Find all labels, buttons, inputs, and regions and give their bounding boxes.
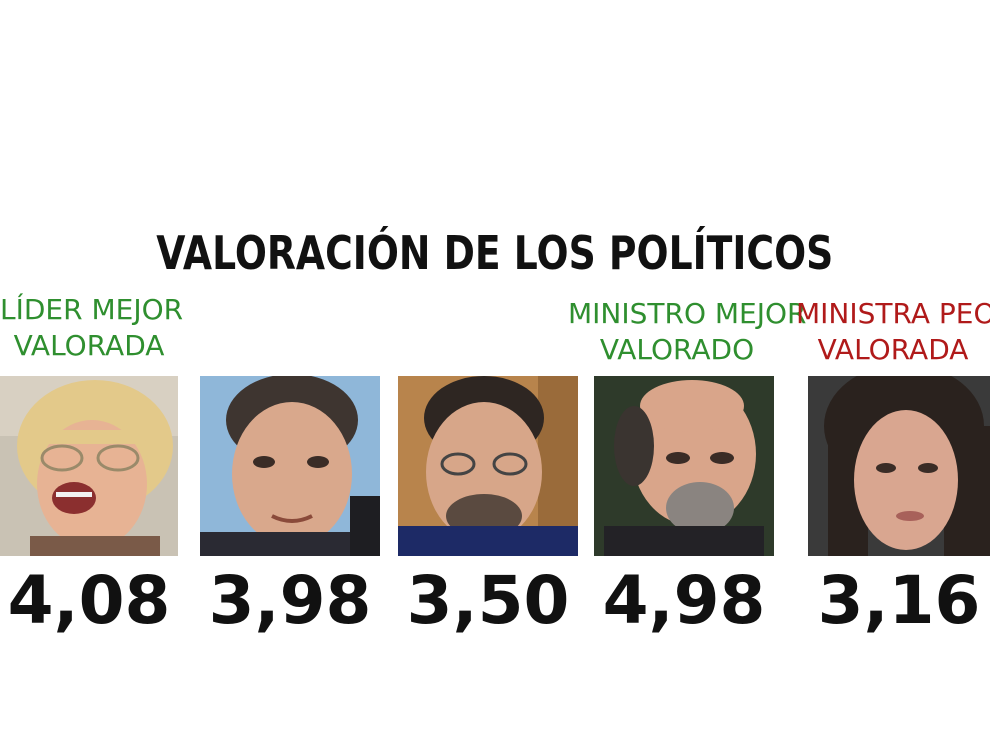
score-politician-2: 3,98 — [208, 562, 372, 639]
portrait-photo-2 — [200, 376, 380, 556]
portrait-photo-5 — [808, 376, 990, 556]
score-politician-1: 4,08 — [7, 562, 171, 639]
caption-line-1: MINISTRA PEOR — [796, 297, 990, 330]
score-politician-4: 4,98 — [602, 562, 766, 639]
portrait-photo-3 — [398, 376, 578, 556]
caption-politician-4: MINISTRO MEJOR VALORADO — [568, 296, 807, 368]
caption-politician-5: MINISTRA PEOR VALORADA — [796, 296, 990, 368]
caption-line-1: LÍDER MEJOR — [0, 293, 184, 326]
caption-line-2: VALORADA — [13, 329, 165, 362]
caption-line-1: MINISTRO MEJOR — [568, 297, 807, 330]
caption-line-2: VALORADO — [599, 333, 755, 366]
caption-politician-1: LÍDER MEJOR VALORADA — [0, 292, 184, 364]
portrait-photo-4 — [594, 376, 774, 556]
score-politician-3: 3,50 — [406, 562, 570, 639]
score-politician-5: 3,16 — [817, 562, 981, 639]
chart-title: VALORACIÓN DE LOS POLÍTICOS — [156, 226, 834, 280]
portrait-photo-1 — [0, 376, 178, 556]
caption-line-2: VALORADA — [817, 333, 969, 366]
